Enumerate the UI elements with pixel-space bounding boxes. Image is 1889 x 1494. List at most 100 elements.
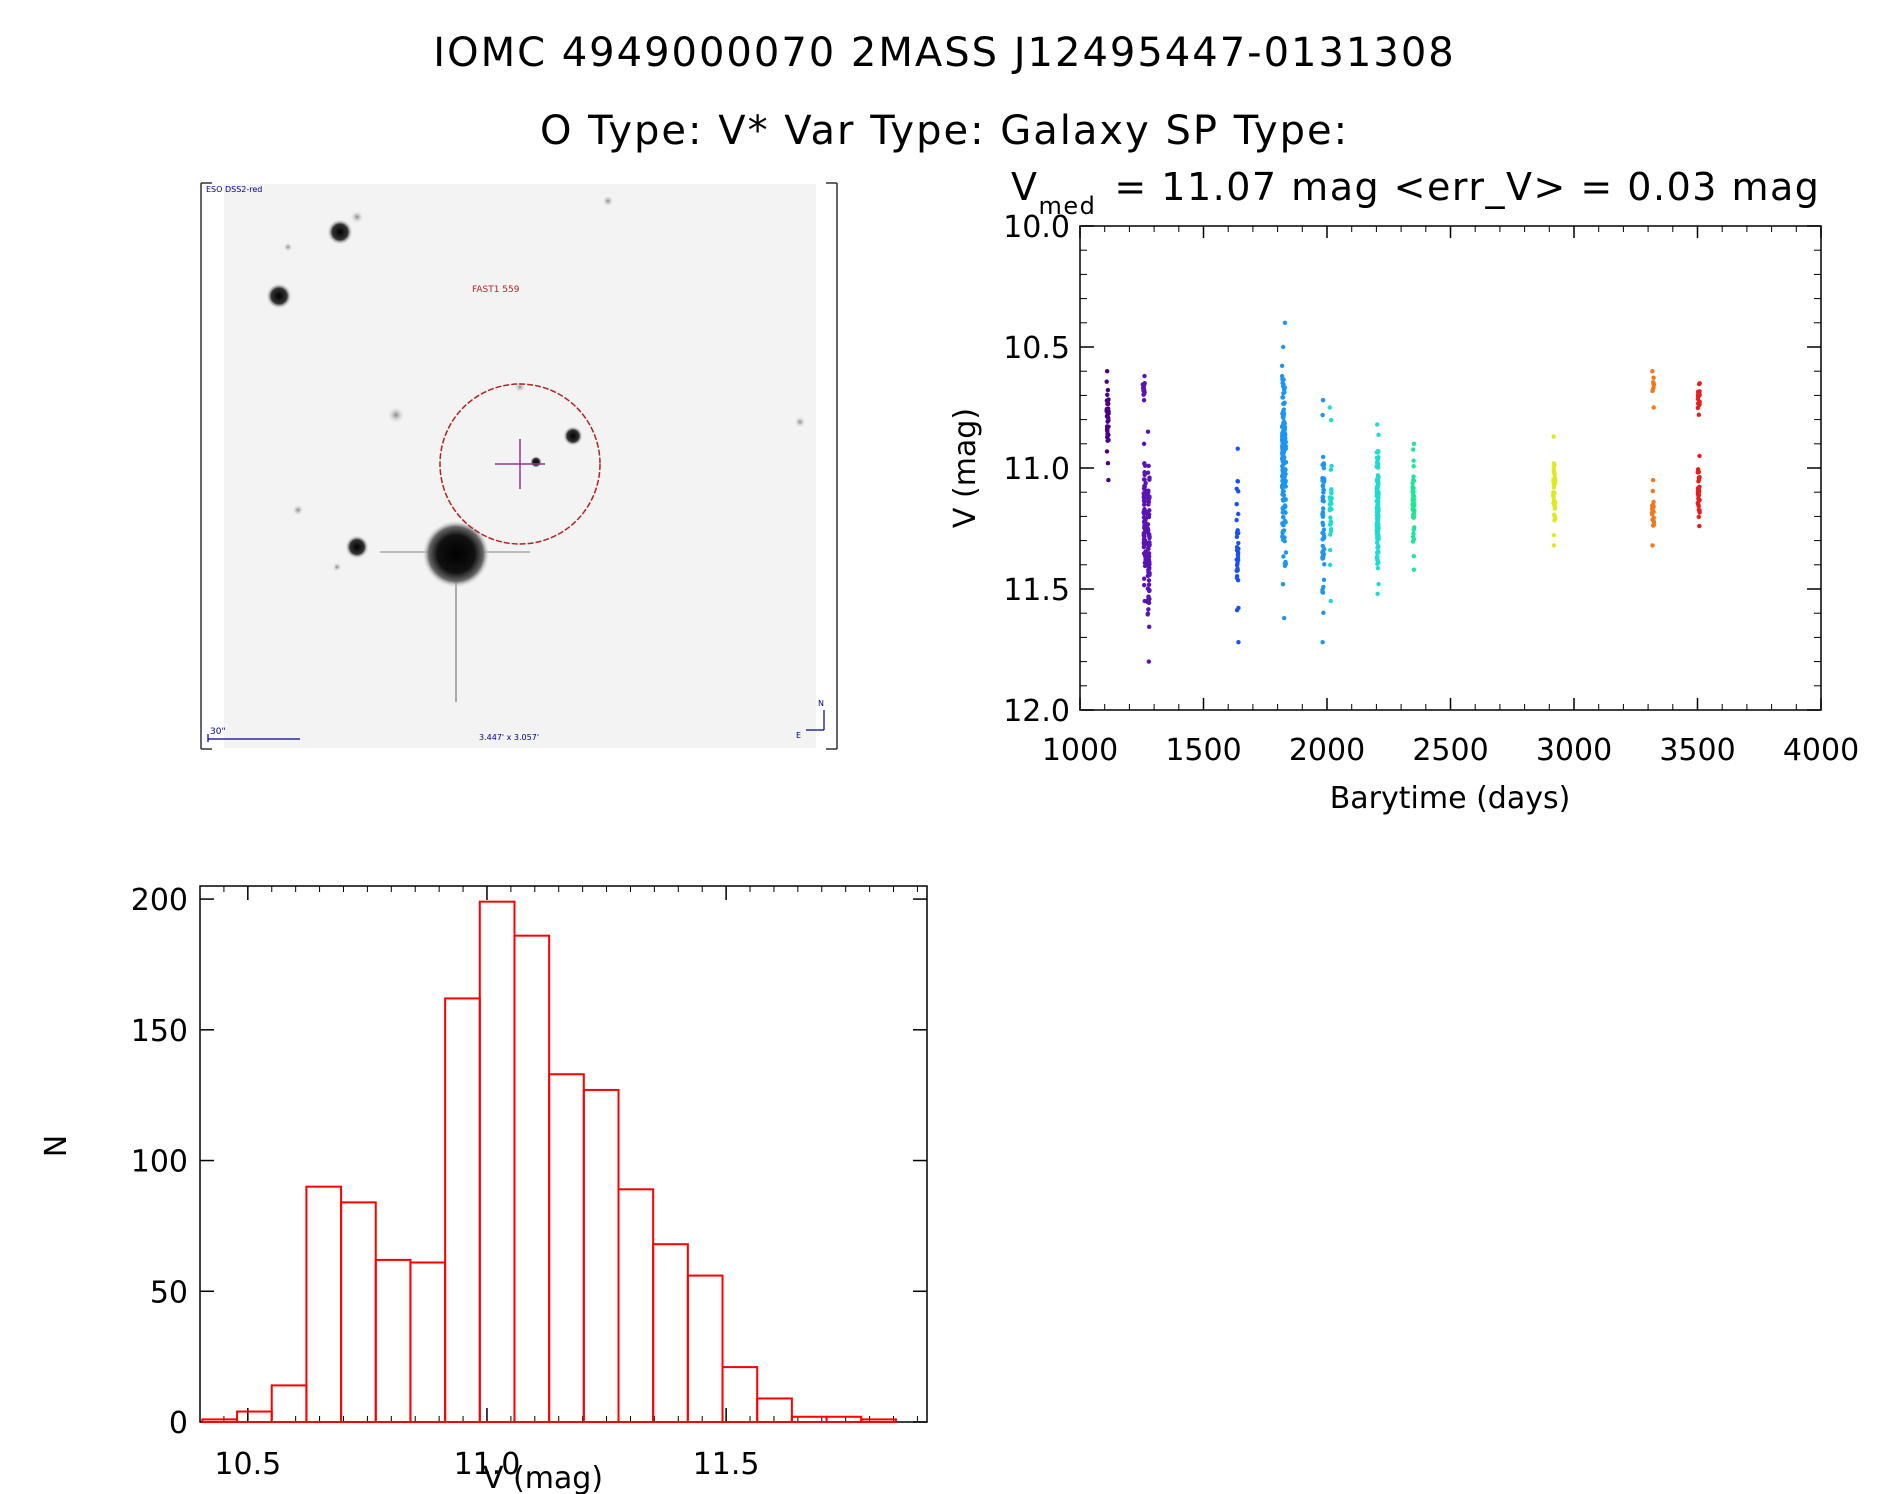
lc-point — [1234, 517, 1239, 523]
lc-point — [1282, 390, 1287, 395]
lc-point — [1106, 418, 1111, 423]
lc-point — [1695, 469, 1700, 475]
lc-point — [1696, 412, 1702, 417]
hist-bar — [686, 1274, 724, 1423]
lc-point — [1410, 507, 1415, 512]
lc-point — [1236, 640, 1241, 645]
lc-point — [1235, 566, 1240, 571]
target-circle — [439, 383, 601, 545]
lc-point — [1146, 541, 1152, 546]
star — [563, 426, 583, 446]
lc-point — [1328, 506, 1333, 511]
lc-point — [1320, 497, 1326, 502]
lc-point — [1327, 502, 1333, 507]
title-line-1: IOMC 4949000070 2MASS J12495447-0131308 — [433, 30, 1456, 76]
lc-point — [1235, 478, 1240, 484]
star — [387, 406, 405, 424]
hist-ylabel: N — [39, 1135, 74, 1157]
lc-point — [1320, 506, 1326, 511]
lc-point — [1410, 485, 1415, 490]
lc-point — [1282, 503, 1288, 508]
lc-point — [1282, 480, 1288, 485]
lc-point — [1141, 398, 1147, 403]
lc-point — [1376, 525, 1381, 531]
histogram-chart: 10.5 11.0 11.5 0 50 100 150 200 V (mag) N — [39, 883, 928, 1494]
lc-point — [1321, 610, 1326, 615]
hist-ytick-label: 0 — [169, 1406, 188, 1441]
lc-point — [1236, 511, 1241, 517]
bright-star — [422, 520, 490, 588]
lc-point — [1410, 481, 1415, 486]
lc-point — [1411, 464, 1416, 469]
lc-point — [1234, 486, 1239, 491]
lc-point — [1375, 545, 1380, 550]
lc-point — [1375, 591, 1380, 597]
lc-point — [1147, 572, 1152, 578]
lc-point — [1696, 381, 1702, 387]
lc-xtick-label: 3500 — [1659, 733, 1735, 768]
lc-point — [1146, 463, 1151, 469]
lc-point — [1146, 624, 1152, 630]
lc-point — [1235, 557, 1241, 563]
lc-xlabel: Barytime (days) — [1330, 781, 1571, 816]
lc-point — [1282, 320, 1288, 325]
lc-ytick-label: 10.5 — [1003, 331, 1070, 366]
lc-point — [1375, 475, 1380, 481]
lc-point — [1410, 512, 1416, 517]
lc-point — [1147, 494, 1152, 499]
lc-point — [1321, 548, 1326, 553]
lc-point — [1141, 486, 1147, 491]
lc-point — [1105, 461, 1111, 466]
lc-point — [1328, 520, 1334, 526]
hist-xtick-label: 10.5 — [214, 1447, 281, 1482]
lc-point — [1376, 508, 1381, 513]
lc-xtick-label: 1000 — [1042, 733, 1118, 768]
vmed-prefix: V — [1011, 170, 1039, 209]
lc-point — [1146, 582, 1152, 587]
lc-point — [1328, 497, 1333, 503]
lc-point — [1146, 554, 1152, 560]
lc-point — [1142, 472, 1147, 478]
lc-point — [1147, 535, 1152, 541]
lc-point — [1695, 491, 1701, 496]
lc-point — [1375, 422, 1380, 427]
lc-point — [1697, 484, 1702, 489]
lc-point — [1320, 454, 1326, 460]
hist-bar — [270, 1384, 308, 1424]
hist-bars — [201, 900, 897, 1424]
lc-point — [1106, 432, 1111, 438]
lc-point — [1374, 522, 1379, 527]
lc-point — [1105, 413, 1110, 419]
star — [350, 210, 364, 224]
lc-point — [1321, 535, 1327, 541]
lc-point — [1282, 510, 1288, 515]
lc-point — [1282, 437, 1288, 443]
star — [332, 562, 342, 572]
star — [266, 283, 292, 309]
hist-bar — [756, 1397, 793, 1424]
lc-ylabel: V (mag) — [948, 408, 983, 528]
lc-point — [1320, 483, 1326, 488]
lc-point — [1321, 465, 1327, 471]
lc-point — [1411, 531, 1416, 536]
lc-point — [1411, 447, 1416, 452]
lc-point — [1376, 449, 1381, 454]
lc-point — [1283, 550, 1289, 555]
lc-point — [1695, 405, 1701, 411]
lc-point — [1320, 530, 1325, 536]
star — [530, 456, 542, 468]
lc-point — [1375, 566, 1381, 571]
hist-bar — [721, 1366, 759, 1423]
hist-plot-frame — [199, 885, 928, 1423]
scale-label: 30" — [210, 727, 226, 737]
lc-point — [1283, 460, 1289, 465]
lc-point — [1235, 547, 1240, 553]
lc-point — [1281, 554, 1286, 559]
object-label: FAST1 559 — [472, 285, 520, 295]
lc-point — [1411, 567, 1417, 572]
lc-point — [1696, 496, 1701, 501]
lc-point — [1551, 543, 1557, 548]
lc-point — [1283, 447, 1288, 452]
lc-point — [1235, 446, 1240, 451]
lc-point — [1552, 475, 1558, 480]
